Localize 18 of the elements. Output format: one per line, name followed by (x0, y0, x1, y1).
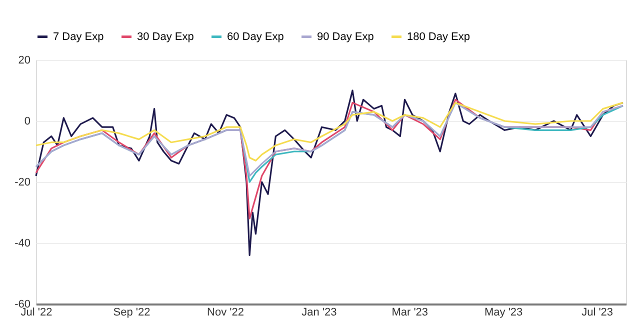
x-tick-label: Nov '22 (207, 306, 244, 318)
x-tick-label: May '23 (484, 306, 523, 318)
legend-label: 60 Day Exp (227, 30, 284, 43)
y-tick-label: 20 (18, 54, 30, 66)
x-tick-label: Sep '22 (113, 306, 150, 318)
x-tick-label: Jul '22 (20, 306, 52, 318)
legend-label: 7 Day Exp (53, 30, 104, 43)
legend-label: 90 Day Exp (317, 30, 374, 43)
line-series (35, 102, 624, 162)
y-tick-label: -20 (14, 176, 30, 188)
y-tick-label: -40 (14, 238, 30, 250)
x-tick-label: Mar '23 (392, 306, 428, 318)
y-tick-label: 0 (24, 116, 30, 128)
x-tick-label: Jan '23 (302, 306, 337, 318)
legend-label: 30 Day Exp (137, 30, 194, 43)
line-series (35, 90, 624, 256)
x-tick-label: Jul '23 (582, 306, 614, 318)
legend-label: 180 Day Exp (407, 30, 470, 43)
